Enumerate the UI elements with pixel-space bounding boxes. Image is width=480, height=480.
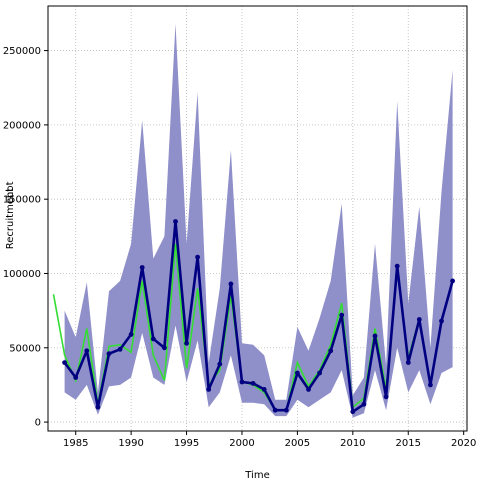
estimate-point: [128, 332, 134, 337]
estimate-point: [239, 379, 245, 385]
estimate-point: [328, 348, 334, 354]
estimate-point: [206, 387, 212, 392]
confidence-band: [64, 23, 453, 418]
y-tick-label: 250000: [3, 46, 41, 57]
estimate-point: [295, 370, 300, 376]
y-axis: 0 50000 100000 150000 200000 250000: [3, 46, 48, 429]
y-tick-label: 50000: [9, 343, 41, 354]
estimate-point: [62, 360, 67, 365]
estimate-point: [195, 254, 201, 260]
estimate-point: [416, 317, 422, 322]
estimate-point: [350, 409, 356, 415]
estimate-point: [150, 336, 156, 342]
estimate-point: [450, 278, 455, 284]
estimate-line: [63, 220, 454, 414]
estimate-point: [317, 370, 322, 376]
estimate-point: [439, 318, 444, 324]
x-tick-label: 1995: [174, 438, 199, 449]
estimate-point: [139, 265, 145, 270]
confidence-band-group: [64, 23, 453, 418]
estimate-point: [261, 387, 267, 392]
x-axis: 1985 1990 1995 2000 2005 2010 2015 2020: [63, 431, 476, 449]
y-axis-title-overlay: cbbt: [5, 181, 16, 203]
estimate-point: [394, 263, 400, 269]
estimate-point: [283, 407, 289, 413]
y-axis-title: Recruitment: [5, 188, 16, 250]
y-tick-label: 100000: [3, 269, 41, 280]
estimate-point: [73, 375, 79, 380]
estimate-point: [372, 333, 378, 339]
x-tick-label: 2005: [285, 438, 310, 449]
estimate-point: [306, 387, 311, 392]
estimate-point: [361, 401, 367, 407]
x-tick-label: 1985: [63, 438, 88, 449]
estimate-point: [117, 346, 123, 352]
estimate-point: [106, 351, 112, 357]
x-tick-label: 2020: [451, 438, 476, 449]
estimate-point: [250, 381, 256, 386]
x-tick-label: 1990: [118, 438, 143, 449]
estimate-point: [217, 361, 223, 367]
estimate-point: [95, 404, 101, 410]
y-tick-label: 150000: [3, 195, 41, 206]
estimate-point: [173, 219, 178, 224]
y-tick-label: 200000: [3, 120, 41, 131]
estimate-point: [383, 394, 389, 400]
estimate-point: [272, 407, 278, 413]
estimate-point: [428, 382, 433, 388]
estimate-point: [405, 360, 411, 365]
y-tick-label: 0: [35, 418, 41, 429]
estimate-point: [84, 348, 90, 354]
plot-frame: [47, 5, 468, 432]
estimate-point: [228, 281, 234, 287]
x-tick-label: 2010: [340, 438, 365, 449]
x-axis-title: Time: [244, 470, 269, 480]
estimate-series-group: [62, 219, 455, 415]
estimate-point: [162, 345, 167, 351]
x-tick-label: 2000: [229, 438, 254, 449]
estimate-point: [184, 340, 190, 346]
x-tick-label: 2015: [396, 438, 421, 449]
estimate-point: [339, 312, 345, 318]
